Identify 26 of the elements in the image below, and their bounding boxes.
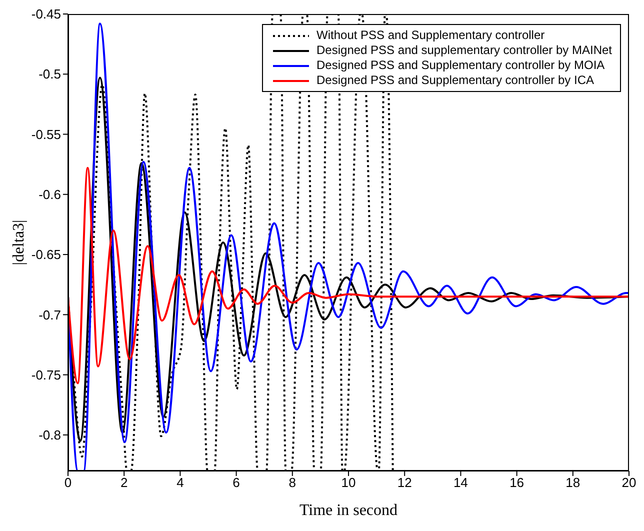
x-tick-label: 4 xyxy=(176,475,184,490)
y-tick-label: -0.75 xyxy=(31,367,61,382)
y-tick-label: -0.55 xyxy=(31,126,61,142)
y-tick-label: -0.45 xyxy=(31,6,61,22)
y-axis-title: |delta3| xyxy=(10,220,28,266)
x-tick-label: 2 xyxy=(120,475,128,490)
x-tick-label: 18 xyxy=(566,475,580,490)
legend-label: Designed PSS and Supplementary controller by MOIA xyxy=(316,58,605,73)
y-tick-label: -0.65 xyxy=(31,247,61,262)
x-tick-label: 20 xyxy=(622,475,636,490)
x-tick-label: 16 xyxy=(510,475,524,490)
y-tick-label: -0.6 xyxy=(38,187,61,202)
legend-label: Designed PSS and supplementary controller by MAINet xyxy=(316,43,612,58)
legend-label: Without PSS and Supplementary controller xyxy=(316,28,545,43)
x-axis-title: Time in second xyxy=(299,502,398,519)
line-series xyxy=(68,166,629,384)
x-tick-label: 8 xyxy=(288,475,296,490)
y-tick-label: -0.7 xyxy=(38,307,61,322)
x-tick-label: 12 xyxy=(397,475,412,490)
y-tick-label: -0.5 xyxy=(38,66,61,82)
legend-label: Designed PSS and Supplementary controller by ICA xyxy=(316,73,594,88)
x-tick-label: 10 xyxy=(341,475,356,490)
x-tick-label: 14 xyxy=(453,475,468,490)
x-tick-label: 6 xyxy=(232,475,240,490)
y-tick-label: -0.8 xyxy=(38,428,61,443)
x-tick-label: 0 xyxy=(64,475,72,490)
